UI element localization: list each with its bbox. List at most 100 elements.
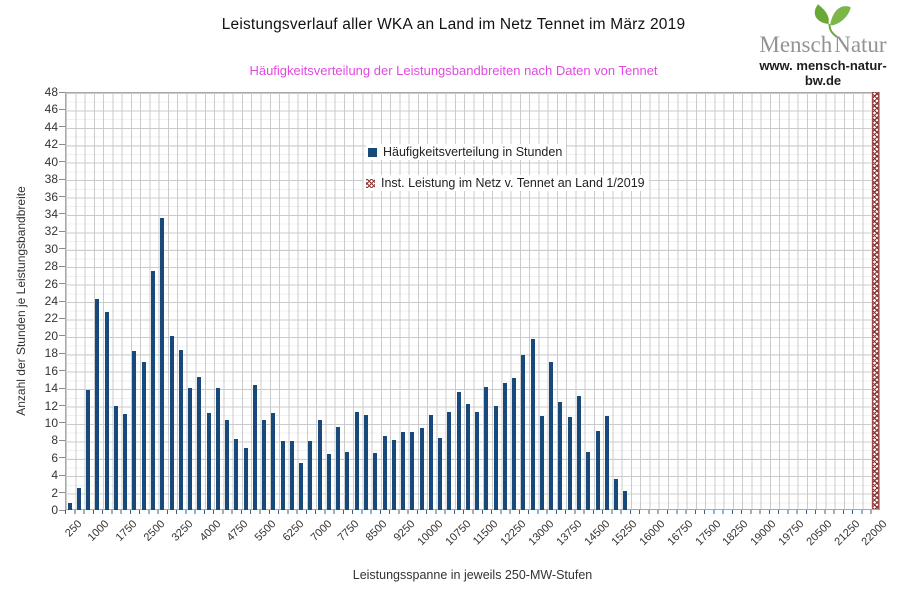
frequency-bar [410,432,415,510]
y-axis-tick-label: 12 [44,398,58,413]
frequency-bar [577,395,581,510]
frequency-bar [595,430,600,510]
y-axis-tick-label: 18 [44,346,58,361]
frequency-bar [271,413,276,510]
legend-item-installed-capacity: Inst. Leistung im Netz v. Tennet an Land… [364,175,649,191]
frequency-bar [586,451,591,510]
frequency-bar [206,413,211,510]
frequency-bar [225,420,230,510]
y-axis-tick-label: 10 [44,415,58,430]
y-axis-tick-label: 48 [44,85,58,99]
frequency-bar [345,451,350,510]
x-axis-title: Leistungsspanne in jeweils 250-MW-Stufen [352,568,593,582]
y-axis-tick-label: 28 [44,259,58,274]
installed-capacity-bar [871,92,879,509]
frequency-bar [438,437,443,510]
blue-square-icon [368,147,377,157]
y-axis-tick-label: 4 [51,468,58,483]
legend-item-hours: Häufigkeitsverteilung in Stunden [366,144,567,160]
frequency-bar [373,452,378,510]
frequency-bar [76,488,81,510]
page-title: Leistungsverlauf aller WKA an Land im Ne… [221,16,686,33]
frequency-bar [419,428,424,510]
frequency-bar [141,361,146,510]
frequency-bar [86,389,91,510]
y-axis-tick [59,352,65,354]
y-axis-tick [59,387,65,389]
y-axis-tick-label: 20 [44,328,58,343]
frequency-bar [623,490,628,510]
frequency-bar [539,415,544,510]
y-axis-tick [59,405,65,406]
y-axis-tick [59,300,65,302]
y-axis-tick-label: 44 [44,119,58,134]
frequency-bar [465,403,470,510]
plot-area [65,92,880,510]
y-axis-tick-label: 46 [44,102,58,117]
frequency-bar [289,441,294,510]
frequency-bar [475,412,480,510]
frequency-bar [604,415,609,510]
y-axis-tick [59,370,65,372]
frequency-bar [308,441,313,510]
frequency-bar [280,441,285,510]
y-axis-tick [59,230,65,232]
frequency-bar [178,349,183,510]
y-axis-tick-label: 22 [44,311,58,326]
y-axis-tick [59,196,65,197]
frequency-bar [123,414,128,510]
frequency-bar [428,415,433,510]
frequency-bar [456,392,461,510]
y-axis-tick-label: 42 [44,137,58,152]
frequency-bar [401,432,406,510]
frequency-bar [169,335,174,510]
y-axis-tick-label: 26 [44,276,58,291]
frequency-bar [382,435,387,510]
frequency-bar [243,448,248,510]
y-axis-tick [59,317,65,319]
frequency-bar [614,478,619,510]
frequency-bar [521,354,526,510]
y-axis-tick-label: 30 [44,241,58,256]
hatched-square-icon [366,178,375,188]
frequency-bar [234,439,239,510]
y-axis-tick-label: 40 [44,154,58,169]
mensch-natur-logo: MenschNatur www. mensch-natur-bw.de [742,2,904,88]
frequency-bar [160,218,165,510]
y-axis-tick-label: 38 [44,172,58,187]
y-axis-tick [59,143,65,145]
y-axis-tick [59,108,65,110]
frequency-bar [104,312,109,510]
y-axis-tick-label: 8 [51,433,58,448]
chart-subtitle: Häufigkeitsverteilung der Leistungsbandb… [249,63,658,78]
y-axis-tick [59,213,65,215]
frequency-bar [493,406,498,510]
frequency-bar [326,454,331,510]
brand-mensch: Mensch [759,32,833,57]
frequency-bar [336,427,341,510]
frequency-bar [113,405,118,510]
frequency-bar [512,377,517,510]
frequency-bar [484,387,489,510]
y-axis-tick [59,161,65,163]
frequency-bar [317,420,322,510]
frequency-bar [197,376,202,510]
y-axis-tick-label: 32 [44,224,58,239]
y-axis-tick [59,474,65,476]
y-axis-tick [59,265,65,267]
y-axis-tick [59,178,65,180]
frequency-bar [502,382,507,510]
frequency-bar [447,411,452,510]
y-axis-tick [59,335,65,337]
y-axis-tick-label: 14 [44,381,58,396]
y-axis-tick-label: 24 [44,294,58,308]
frequency-bar [354,411,359,510]
y-axis-tick-label: 6 [51,450,58,465]
y-axis-tick [59,422,65,424]
frequency-bar [262,420,267,510]
y-axis-tick [59,91,65,93]
frequency-bar [150,270,155,510]
y-axis-tick [59,126,65,128]
y-axis-tick-label: 16 [44,363,58,378]
frequency-bar [558,402,563,510]
